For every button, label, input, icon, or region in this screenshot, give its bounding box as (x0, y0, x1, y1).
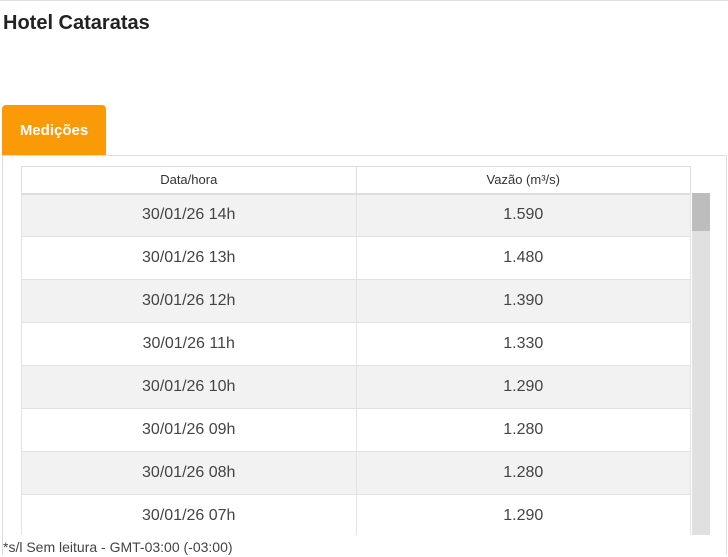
table-row: 30/01/26 09h 1.280 (21, 408, 691, 452)
page-title: Hotel Cataratas (3, 12, 150, 34)
table-row: 30/01/26 12h 1.390 (21, 279, 691, 323)
cell-flow: 1.280 (355, 451, 691, 495)
table-row: 30/01/26 11h 1.330 (21, 322, 691, 366)
cell-datetime: 30/01/26 09h (21, 408, 357, 452)
cell-flow: 1.280 (355, 408, 691, 452)
table-row: 30/01/26 13h 1.480 (21, 236, 691, 280)
cell-datetime: 30/01/26 13h (21, 236, 357, 280)
scrollbar-thumb[interactable] (692, 193, 710, 231)
table-row: 30/01/26 08h 1.280 (21, 451, 691, 495)
cell-datetime: 30/01/26 08h (21, 451, 357, 495)
cell-datetime: 30/01/26 14h (21, 193, 357, 237)
measurements-table: Data/hora Vazão (m³/s) 30/01/26 14h 1.590… (21, 166, 691, 535)
tab-medicoes[interactable]: Medições (2, 105, 106, 156)
cell-flow: 1.480 (355, 236, 691, 280)
table-row: 30/01/26 14h 1.590 (21, 193, 691, 237)
footer-note: *s/l Sem leitura - GMT-03:00 (-03:00) (3, 539, 233, 555)
table-row: 30/01/26 07h 1.290 (21, 494, 691, 535)
column-header-datetime[interactable]: Data/hora (21, 166, 357, 195)
table-row: 30/01/26 10h 1.290 (21, 365, 691, 409)
tab-panel: Data/hora Vazão (m³/s) 30/01/26 14h 1.590… (2, 155, 727, 555)
cell-flow: 1.590 (355, 193, 691, 237)
cell-flow: 1.390 (355, 279, 691, 323)
scrollbar[interactable] (692, 193, 710, 535)
cell-datetime: 30/01/26 07h (21, 494, 357, 535)
table-scroll-area: Data/hora Vazão (m³/s) 30/01/26 14h 1.590… (21, 166, 712, 535)
column-header-flow[interactable]: Vazão (m³/s) (355, 166, 691, 195)
cell-flow: 1.330 (355, 322, 691, 366)
cell-flow: 1.290 (355, 365, 691, 409)
cell-datetime: 30/01/26 12h (21, 279, 357, 323)
cell-datetime: 30/01/26 11h (21, 322, 357, 366)
cell-datetime: 30/01/26 10h (21, 365, 357, 409)
cell-flow: 1.290 (355, 494, 691, 535)
